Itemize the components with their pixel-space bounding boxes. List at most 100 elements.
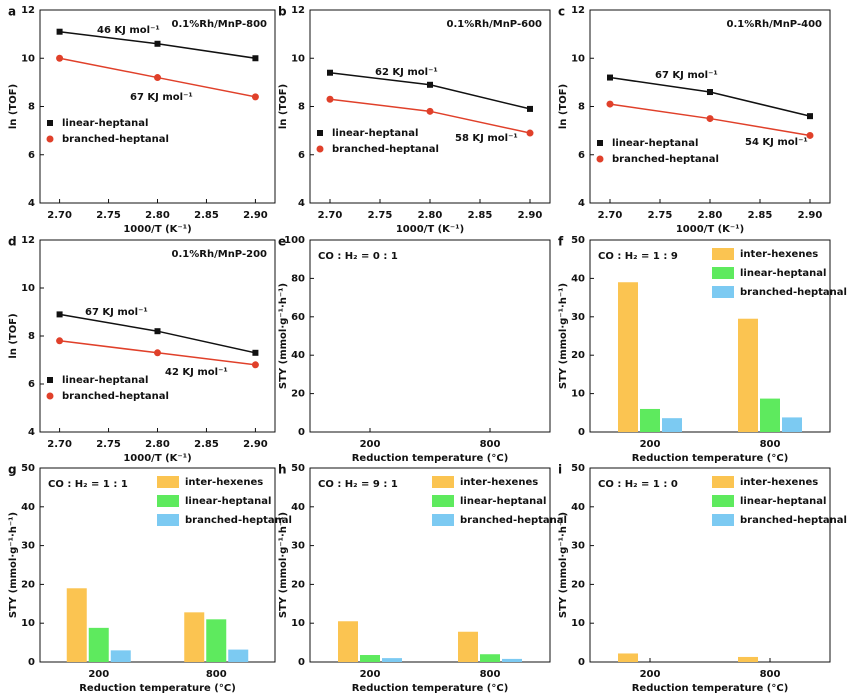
x-axis-label: 1000/T (K⁻¹) bbox=[396, 224, 464, 235]
legend-label: linear-heptanal bbox=[740, 268, 826, 279]
annotation: 67 KJ mol⁻¹ bbox=[655, 70, 718, 81]
legend-marker bbox=[47, 120, 53, 126]
bar bbox=[382, 658, 402, 662]
y-axis-label: ln (TOF) bbox=[8, 313, 19, 358]
legend-label: branched-heptanal bbox=[460, 515, 567, 526]
x-tick-label: 2.85 bbox=[194, 439, 219, 450]
y-axis-label: ln (TOF) bbox=[558, 84, 569, 129]
panel-title: 0.1%Rh/MnP-200 bbox=[172, 249, 267, 260]
y-tick-label: 12 bbox=[21, 235, 35, 246]
y-tick-label: 0 bbox=[578, 657, 585, 668]
bar bbox=[184, 612, 205, 662]
x-tick-label: 800 bbox=[760, 439, 781, 450]
y-tick-label: 60 bbox=[291, 312, 305, 323]
x-tick-label: 800 bbox=[480, 669, 501, 680]
bar bbox=[228, 649, 249, 662]
x-tick-label: 2.80 bbox=[145, 439, 170, 450]
x-tick-label: 800 bbox=[206, 669, 227, 680]
point bbox=[526, 129, 534, 137]
plot-frame bbox=[39, 9, 276, 204]
x-tick-label: 200 bbox=[640, 439, 661, 450]
legend-swatch bbox=[712, 495, 734, 507]
legend-label: inter-hexenes bbox=[740, 477, 818, 488]
legend-marker bbox=[47, 377, 53, 383]
point bbox=[251, 93, 259, 101]
y-tick-label: 8 bbox=[298, 102, 305, 113]
panel-label: i bbox=[558, 463, 562, 477]
legend-swatch bbox=[712, 248, 734, 260]
panel-title: CO : H₂ = 0 : 1 bbox=[318, 251, 398, 262]
bar bbox=[640, 408, 660, 432]
point bbox=[607, 74, 613, 81]
legend-label: linear-heptanal bbox=[460, 496, 546, 507]
y-tick-label: 50 bbox=[571, 463, 585, 474]
legend-marker bbox=[46, 392, 54, 400]
y-tick-label: 20 bbox=[291, 579, 305, 590]
panel-label: e bbox=[278, 235, 286, 249]
bar bbox=[502, 658, 522, 662]
y-tick-label: 40 bbox=[21, 502, 35, 513]
y-tick-label: 10 bbox=[571, 53, 585, 64]
x-tick-label: 2.90 bbox=[243, 439, 268, 450]
annotation: 67 KJ mol⁻¹ bbox=[85, 307, 148, 318]
x-axis-label: Reduction temperature (°C) bbox=[632, 453, 789, 464]
panel-label: g bbox=[8, 463, 17, 477]
y-tick-label: 30 bbox=[21, 541, 35, 552]
y-axis-label: ln (TOF) bbox=[278, 84, 289, 129]
x-tick-label: 2.75 bbox=[96, 210, 121, 221]
y-tick-label: 40 bbox=[291, 502, 305, 513]
point bbox=[427, 81, 433, 88]
bar bbox=[338, 621, 358, 662]
panel-title: CO : H₂ = 1 : 9 bbox=[598, 251, 678, 262]
legend-swatch bbox=[712, 267, 734, 279]
y-tick-label: 4 bbox=[28, 198, 35, 209]
y-tick-label: 10 bbox=[571, 389, 585, 400]
y-tick-label: 40 bbox=[571, 502, 585, 513]
legend-label: branched-heptanal bbox=[62, 134, 169, 145]
panel-title: CO : H₂ = 1 : 1 bbox=[48, 479, 128, 490]
legend-label: inter-hexenes bbox=[185, 477, 263, 488]
annotation: 54 KJ mol⁻¹ bbox=[745, 137, 808, 148]
panel-label: a bbox=[8, 5, 16, 19]
y-tick-label: 4 bbox=[298, 198, 305, 209]
y-tick-label: 10 bbox=[21, 618, 35, 629]
x-tick-label: 200 bbox=[360, 669, 381, 680]
y-tick-label: 4 bbox=[578, 198, 585, 209]
y-tick-label: 4 bbox=[28, 427, 35, 438]
legend-swatch bbox=[157, 476, 179, 488]
y-tick-label: 8 bbox=[28, 102, 35, 113]
y-tick-label: 12 bbox=[291, 5, 305, 16]
y-tick-label: 6 bbox=[578, 150, 585, 161]
y-tick-label: 20 bbox=[291, 389, 305, 400]
plot-frame bbox=[309, 239, 551, 433]
bar bbox=[206, 619, 227, 662]
legend-label: linear-heptanal bbox=[612, 138, 698, 149]
point bbox=[426, 107, 434, 115]
legend-swatch bbox=[432, 476, 454, 488]
legend-swatch bbox=[432, 514, 454, 526]
x-tick-label: 200 bbox=[88, 669, 109, 680]
panel-title: CO : H₂ = 1 : 0 bbox=[598, 479, 678, 490]
legend-swatch bbox=[157, 495, 179, 507]
bar bbox=[480, 654, 500, 662]
annotation: 62 KJ mol⁻¹ bbox=[375, 67, 438, 78]
plot-frame bbox=[309, 467, 551, 663]
bar bbox=[458, 631, 478, 662]
legend-label: linear-heptanal bbox=[740, 496, 826, 507]
point bbox=[56, 28, 63, 35]
y-tick-label: 80 bbox=[291, 273, 305, 284]
bar bbox=[110, 650, 131, 662]
legend-swatch bbox=[712, 286, 734, 298]
x-tick-label: 2.70 bbox=[318, 210, 343, 221]
y-tick-label: 20 bbox=[571, 579, 585, 590]
y-axis-label: ln (TOF) bbox=[8, 84, 19, 129]
x-tick-label: 2.70 bbox=[47, 210, 72, 221]
legend-marker bbox=[596, 155, 604, 163]
bar bbox=[782, 417, 802, 432]
point bbox=[606, 100, 614, 108]
point bbox=[252, 55, 259, 62]
point bbox=[707, 89, 713, 96]
panel-label: h bbox=[278, 463, 287, 477]
y-tick-label: 0 bbox=[298, 427, 305, 438]
point bbox=[154, 40, 161, 47]
